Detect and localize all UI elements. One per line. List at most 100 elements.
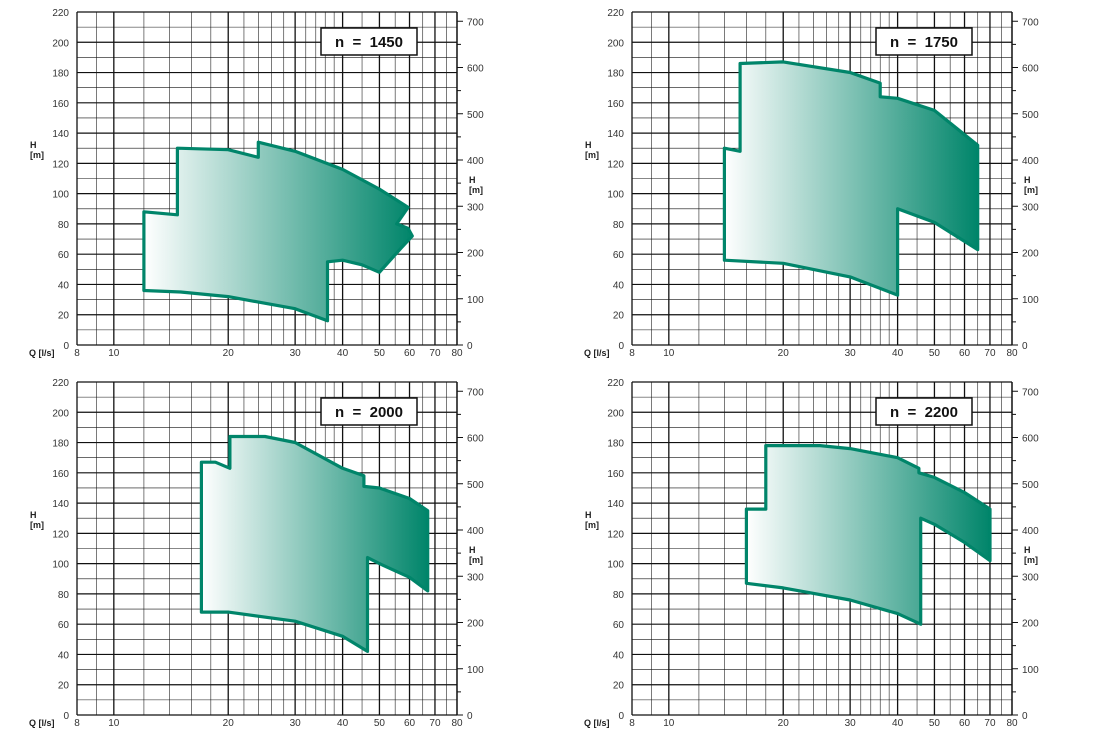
y-left-tick-label: 40 <box>58 280 70 291</box>
x-tick-label: 80 <box>1006 348 1018 359</box>
y-left-tick-label: 20 <box>58 681 70 692</box>
y-left-tick-label: 220 <box>607 378 624 389</box>
y-left-axis-title: H [m] <box>30 510 44 530</box>
y-right-tick-label: 700 <box>467 17 484 28</box>
y-left-axis-title: H [m] <box>30 140 44 160</box>
y-right-tick-label: 700 <box>467 387 484 398</box>
x-axis-title: Q [l/s] <box>584 718 610 728</box>
x-tick-label: 40 <box>892 348 904 359</box>
y-left-tick-label: 40 <box>613 280 625 291</box>
y-left-tick-label: 100 <box>607 560 624 571</box>
y-left-tick-label: 60 <box>58 620 70 631</box>
y-right-axis-title: H [m] <box>469 175 483 195</box>
y-left-tick-label: 80 <box>613 590 625 601</box>
y-left-tick-label: 100 <box>52 190 69 201</box>
x-tick-label: 40 <box>337 718 349 729</box>
speed-label: n = 1750 <box>890 34 958 51</box>
y-right-tick-label: 600 <box>1022 64 1039 75</box>
x-tick-label: 40 <box>337 348 349 359</box>
x-tick-label: 20 <box>778 348 790 359</box>
y-left-tick-label: 140 <box>52 499 69 510</box>
y-left-tick-label: 60 <box>613 620 625 631</box>
x-tick-label: 20 <box>778 718 790 729</box>
x-tick-label: 20 <box>223 718 235 729</box>
x-tick-label: 30 <box>290 348 302 359</box>
y-left-tick-label: 200 <box>52 38 69 49</box>
x-tick-label: 60 <box>959 348 971 359</box>
y-left-tick-label: 80 <box>58 220 70 231</box>
y-left-axis-title: H [m] <box>585 510 599 530</box>
chart-panel-n1750: 0 20 40 60 80 100 120 140 160 180 200 220 0 100 200 300… <box>555 0 1110 370</box>
x-tick-label: 70 <box>429 348 441 359</box>
y-left-tick-label: 120 <box>52 529 69 540</box>
y-right-tick-label: 100 <box>467 295 484 306</box>
y-left-tick-label: 140 <box>607 129 624 140</box>
x-tick-label: 70 <box>429 718 441 729</box>
x-tick-label: 60 <box>959 718 971 729</box>
y-left-tick-label: 180 <box>52 69 69 80</box>
x-axis-title: Q [l/s] <box>29 718 55 728</box>
y-left-tick-label: 120 <box>52 159 69 170</box>
chart-panel-n1450: 0 20 40 60 80 100 120 140 160 180 200 220 0 100 200 300… <box>0 0 555 370</box>
x-tick-label: 10 <box>663 718 675 729</box>
y-left-tick-label: 80 <box>613 220 625 231</box>
y-left-tick-label: 180 <box>607 439 624 450</box>
y-left-tick-label: 220 <box>607 8 624 19</box>
chart-panel-n2000: 0 20 40 60 80 100 120 140 160 180 200 220 0 100 200 300… <box>0 370 555 740</box>
y-right-tick-label: 200 <box>467 249 484 260</box>
y-left-tick-label: 140 <box>52 129 69 140</box>
y-left-tick-label: 0 <box>618 341 624 352</box>
chart-svg: 0 20 40 60 80 100 120 140 160 180 200 220 0 100 200 300… <box>29 8 484 359</box>
y-left-tick-label: 200 <box>607 38 624 49</box>
y-right-tick-label: 500 <box>467 110 484 121</box>
y-right-tick-label: 300 <box>1022 202 1039 213</box>
y-left-tick-label: 0 <box>63 711 69 722</box>
x-tick-label: 30 <box>845 348 857 359</box>
y-right-tick-label: 400 <box>1022 156 1039 167</box>
speed-label: n = 1450 <box>335 34 403 51</box>
y-left-tick-label: 140 <box>607 499 624 510</box>
y-left-tick-label: 60 <box>613 250 625 261</box>
y-left-tick-label: 160 <box>52 469 69 480</box>
y-right-tick-label: 0 <box>467 341 473 352</box>
y-right-tick-label: 500 <box>467 480 484 491</box>
x-tick-label: 8 <box>74 718 80 729</box>
y-right-tick-label: 200 <box>1022 249 1039 260</box>
x-tick-label: 70 <box>984 348 996 359</box>
y-left-tick-label: 100 <box>607 190 624 201</box>
y-left-tick-label: 0 <box>63 341 69 352</box>
y-left-tick-label: 160 <box>607 99 624 110</box>
y-left-tick-label: 180 <box>52 439 69 450</box>
y-right-tick-label: 300 <box>467 572 484 583</box>
y-left-tick-label: 20 <box>613 681 625 692</box>
x-tick-label: 10 <box>663 348 675 359</box>
chart-svg: 0 20 40 60 80 100 120 140 160 180 200 220 0 100 200 300… <box>584 378 1039 729</box>
y-right-axis-title: H [m] <box>1024 175 1038 195</box>
y-right-tick-label: 600 <box>467 434 484 445</box>
y-right-tick-label: 400 <box>467 526 484 537</box>
y-right-tick-label: 300 <box>1022 572 1039 583</box>
operating-range-area <box>722 60 980 297</box>
x-axis-title: Q [l/s] <box>584 348 610 358</box>
y-left-tick-label: 100 <box>52 560 69 571</box>
y-left-tick-label: 120 <box>607 529 624 540</box>
y-left-tick-label: 160 <box>607 469 624 480</box>
y-right-tick-label: 0 <box>1022 341 1028 352</box>
y-right-tick-label: 700 <box>1022 17 1039 28</box>
y-right-tick-label: 200 <box>1022 619 1039 630</box>
x-tick-label: 80 <box>451 348 463 359</box>
x-tick-label: 10 <box>108 718 120 729</box>
y-left-tick-label: 0 <box>618 711 624 722</box>
y-left-tick-label: 20 <box>613 311 625 322</box>
chart-svg: 0 20 40 60 80 100 120 140 160 180 200 220 0 100 200 300… <box>584 8 1039 359</box>
operating-range-area <box>744 443 992 626</box>
speed-label-box <box>875 397 973 426</box>
x-tick-label: 8 <box>74 348 80 359</box>
x-tick-label: 80 <box>1006 718 1018 729</box>
x-tick-label: 10 <box>108 348 120 359</box>
operating-range-area <box>142 140 414 323</box>
speed-label: n = 2200 <box>890 404 958 421</box>
speed-label-box <box>320 397 418 426</box>
y-right-tick-label: 100 <box>467 665 484 676</box>
